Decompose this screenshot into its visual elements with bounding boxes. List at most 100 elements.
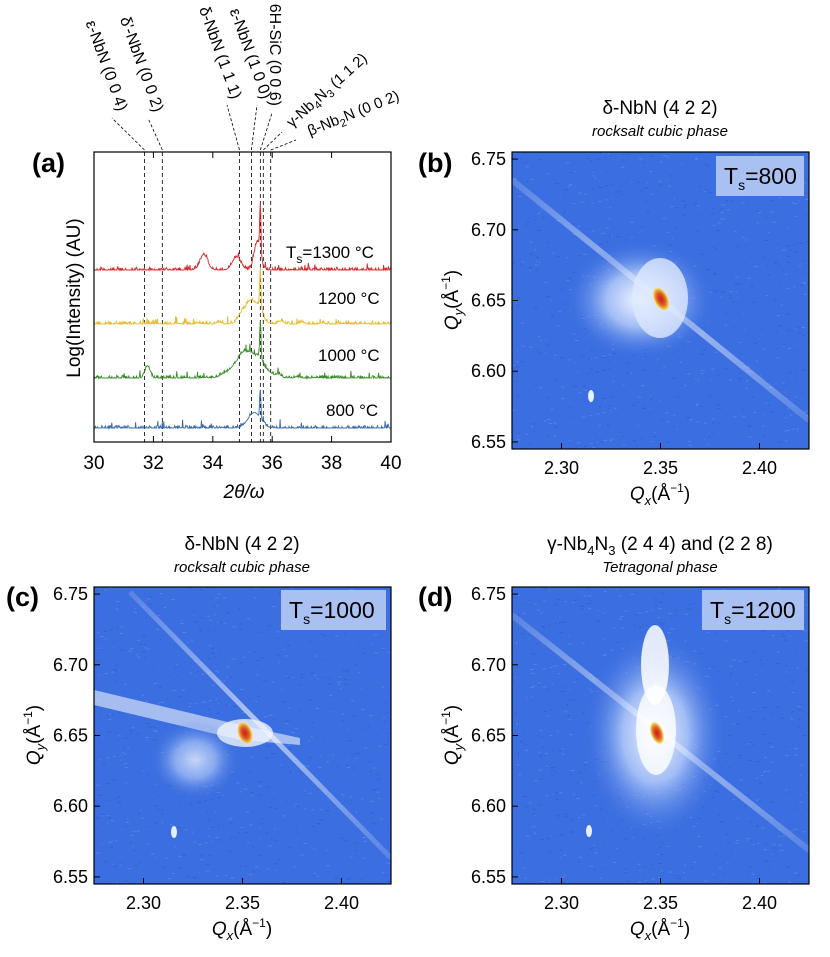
noise-speck [599, 243, 603, 245]
noise-speck [286, 744, 291, 746]
noise-speck [273, 840, 277, 842]
noise-speck [207, 828, 210, 830]
noise-speck [686, 416, 691, 418]
noise-speck [759, 374, 762, 376]
noise-speck [600, 171, 602, 173]
noise-speck [588, 358, 592, 360]
noise-speck [568, 635, 570, 637]
noise-speck [721, 291, 725, 293]
noise-speck [772, 221, 776, 223]
noise-speck [673, 628, 675, 630]
noise-speck [253, 587, 256, 589]
noise-speck [727, 248, 729, 250]
noise-speck [641, 226, 644, 228]
noise-speck [675, 207, 678, 209]
noise-speck [732, 301, 735, 303]
noise-speck [519, 361, 523, 363]
noise-speck [295, 728, 298, 729]
noise-speck [797, 726, 801, 728]
noise-speck [612, 380, 615, 382]
noise-speck [804, 278, 806, 280]
noise-speck [526, 221, 530, 223]
noise-speck [513, 365, 517, 367]
noise-speck [554, 878, 556, 880]
noise-speck [706, 632, 710, 634]
noise-speck [770, 801, 775, 803]
noise-speck [530, 178, 534, 180]
noise-speck [522, 867, 526, 869]
noise-speck [686, 372, 688, 373]
noise-speck [130, 834, 134, 836]
noise-speck [720, 218, 724, 220]
noise-speck [796, 430, 799, 432]
noise-speck [586, 587, 589, 589]
noise-speck [762, 414, 764, 416]
noise-speck [798, 332, 802, 334]
noise-speck [155, 629, 160, 631]
noise-speck [108, 841, 112, 843]
noise-speck [384, 874, 387, 876]
noise-speck [785, 440, 788, 442]
peak-leader-line [226, 104, 240, 151]
noise-speck [115, 840, 118, 842]
series-label-part: T [286, 243, 296, 262]
noise-speck [110, 629, 114, 631]
noise-speck [516, 439, 520, 441]
noise-speck [551, 766, 555, 768]
noise-speck [752, 744, 755, 746]
noise-speck [370, 643, 372, 645]
y-tick-label: 6.55 [471, 867, 506, 887]
noise-speck [739, 283, 743, 285]
noise-speck [682, 872, 685, 874]
noise-speck [764, 844, 767, 845]
noise-speck [576, 782, 579, 784]
noise-speck [249, 792, 254, 794]
noise-speck [323, 738, 325, 740]
noise-speck [604, 185, 609, 187]
noise-speck [145, 616, 148, 618]
noise-speck [799, 794, 801, 796]
noise-speck [112, 779, 117, 781]
noise-speck [561, 753, 565, 755]
noise-speck [649, 407, 651, 409]
noise-speck [597, 634, 600, 636]
noise-speck [763, 435, 766, 437]
noise-speck [582, 642, 585, 644]
noise-speck [136, 830, 140, 832]
noise-speck [598, 180, 600, 182]
noise-speck [521, 261, 524, 263]
noise-speck [521, 322, 524, 324]
noise-speck [533, 431, 535, 432]
noise-speck [734, 283, 739, 285]
noise-speck [776, 706, 780, 708]
noise-speck [120, 649, 125, 651]
noise-speck [515, 366, 519, 368]
noise-speck [720, 841, 723, 843]
noise-speck [698, 818, 701, 820]
noise-speck [557, 673, 561, 675]
noise-speck [513, 410, 516, 411]
noise-speck [540, 339, 542, 341]
noise-speck [167, 878, 171, 880]
noise-speck [113, 756, 116, 757]
noise-speck [591, 847, 594, 849]
noise-speck [776, 651, 780, 653]
noise-speck [727, 209, 731, 211]
noise-speck [571, 223, 575, 225]
noise-speck [786, 261, 788, 262]
noise-speck [711, 873, 714, 875]
noise-speck [315, 831, 317, 832]
noise-speck [732, 799, 735, 800]
noise-speck [245, 811, 249, 813]
noise-speck [678, 358, 681, 360]
noise-speck [735, 292, 738, 294]
noise-speck [548, 813, 550, 814]
noise-speck [344, 632, 346, 634]
noise-speck [225, 875, 228, 876]
noise-speck [597, 186, 600, 188]
noise-speck [580, 782, 583, 784]
noise-speck [739, 353, 742, 355]
noise-speck [777, 243, 779, 245]
noise-speck [557, 598, 560, 600]
noise-speck [192, 877, 197, 879]
